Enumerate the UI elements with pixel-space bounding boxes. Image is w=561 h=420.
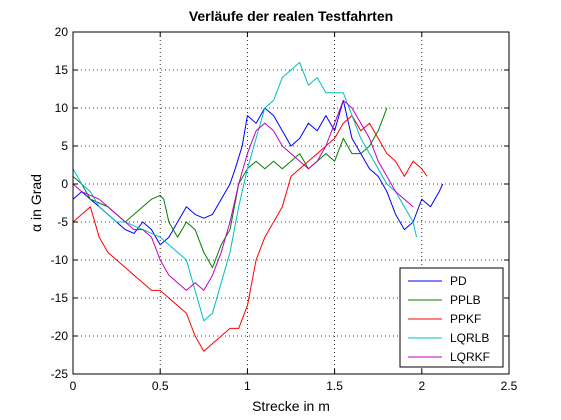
legend-label-pplb: PPLB bbox=[450, 293, 481, 307]
y-tick-label: -20 bbox=[51, 329, 69, 343]
x-tick-label: 1.5 bbox=[326, 379, 343, 393]
axis-ticks: 0 0.5 1 1.5 2 2.5 -25 -20 -15 -10 -5 0 5 10 15 20 bbox=[51, 25, 518, 393]
x-tick-label: 1 bbox=[244, 379, 251, 393]
legend-label-lqrkf: LQRKF bbox=[450, 350, 490, 364]
legend-label-lqrlb: LQRLB bbox=[450, 331, 489, 345]
legend: PD PPLB PPKF LQRLB LQRKF bbox=[399, 267, 504, 368]
y-tick-label: 10 bbox=[55, 101, 69, 115]
x-axis-label: Strecke in m bbox=[252, 398, 330, 414]
y-tick-label: -25 bbox=[51, 367, 69, 381]
y-tick-label: 5 bbox=[61, 139, 68, 153]
x-tick-label: 2.5 bbox=[501, 379, 518, 393]
y-tick-label: -10 bbox=[51, 253, 69, 267]
y-tick-label: -5 bbox=[57, 215, 68, 229]
y-tick-label: -15 bbox=[51, 291, 69, 305]
y-tick-label: 0 bbox=[61, 177, 68, 191]
series-line-ppkf bbox=[72, 115, 428, 352]
series-line-lqrlb bbox=[72, 61, 418, 322]
legend-label-ppkf: PPKF bbox=[450, 312, 481, 326]
legend-label-pd: PD bbox=[450, 274, 467, 288]
x-tick-label: 0 bbox=[70, 379, 77, 393]
y-axis-label: α in Grad bbox=[28, 174, 44, 232]
legend-box bbox=[399, 267, 504, 368]
plot-frame bbox=[72, 31, 510, 375]
y-tick-label: 20 bbox=[55, 25, 69, 39]
chart-title: Verläufe der realen Testfahrten bbox=[189, 8, 393, 24]
x-tick-label: 2 bbox=[418, 379, 425, 393]
x-tick-label: 0.5 bbox=[152, 379, 169, 393]
y-tick-label: 15 bbox=[55, 63, 69, 77]
series-line-lqrkf bbox=[72, 99, 414, 291]
series-lines bbox=[72, 61, 444, 352]
